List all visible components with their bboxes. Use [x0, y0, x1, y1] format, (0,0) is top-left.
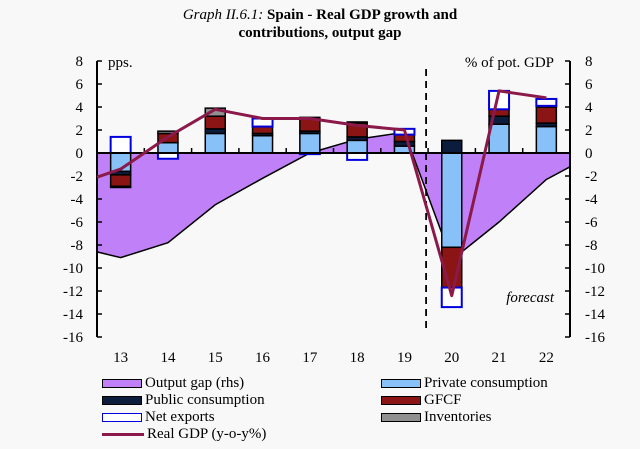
right-y-tick-label: 6	[585, 77, 593, 93]
bar-net-exports-20	[440, 286, 463, 309]
bar-private-consumption-18	[346, 139, 368, 154]
bar-gfcf-19	[393, 133, 416, 143]
bar-private-consumption-15	[204, 132, 226, 154]
legend-item-public-consumption: Public consumption	[102, 392, 265, 409]
legend-swatch-real-gdp	[102, 433, 144, 436]
bar-private-consumption-14	[157, 141, 179, 154]
bar-net-exports-22	[535, 97, 558, 107]
bar-net-exports-18	[346, 152, 369, 161]
right-y-tick-label: 2	[585, 123, 593, 139]
right-y-tick-label: 4	[585, 100, 593, 116]
legend-label: Private consumption	[424, 375, 548, 391]
left-y-tick-label: -12	[63, 284, 83, 300]
chart-title-line2: contributions, output gap	[238, 25, 402, 41]
bar-private-consumption-20	[441, 152, 463, 249]
legend-label: GFCF	[424, 392, 462, 408]
bar-gfcf-13	[109, 174, 132, 188]
x-tick-label: 17	[302, 350, 318, 366]
x-tick-label: 15	[208, 350, 223, 366]
bar-gfcf-16	[251, 125, 274, 135]
right-y-tick-label: 8	[585, 54, 593, 70]
bar-public-consumption-20	[441, 139, 463, 154]
legend-item-net-exports: Net exports	[102, 409, 215, 426]
legend-item-real-gdp: Real GDP (y-o-y%)	[102, 426, 266, 443]
forecast-annotation: forecast	[506, 290, 555, 306]
legend-item-inventories: Inventories	[381, 409, 491, 426]
right-y-tick-label: 0	[585, 146, 593, 162]
bar-net-exports-13	[109, 135, 132, 154]
left-y-tick-label: -2	[71, 169, 84, 185]
chart-title-line1: Graph II.6.1: Spain - Real GDP growth an…	[0, 6, 640, 24]
left-y-tick-label: -16	[63, 330, 83, 346]
legend-item-output-gap: Output gap (rhs)	[102, 375, 244, 392]
right-y-tick-label: -2	[585, 169, 598, 185]
bar-gfcf-22	[535, 106, 558, 124]
bar-inventories-13	[109, 185, 132, 189]
right-y-tick-label: -6	[585, 215, 598, 231]
left-y-tick-label: -14	[63, 307, 83, 323]
chart-title-prefix: Graph II.6.1:	[182, 7, 264, 23]
left-y-tick-label: 8	[76, 54, 84, 70]
x-tick-label: 20	[444, 350, 459, 366]
real-gdp-line	[96, 89, 547, 298]
legend-item-private-consumption: Private consumption	[381, 375, 548, 392]
x-tick-label: 22	[539, 350, 554, 366]
bar-gfcf-15	[204, 115, 226, 130]
bar-private-consumption-16	[251, 135, 274, 154]
legend-swatch-output-gap	[102, 379, 142, 388]
left-y-tick-label: 2	[76, 123, 84, 139]
x-tick-label: 16	[255, 350, 271, 366]
bar-private-consumption-22	[535, 125, 558, 154]
left-y-tick-label: 0	[76, 146, 84, 162]
left-y-tick-label: -10	[63, 261, 83, 277]
left-y-tick-label: -6	[71, 215, 84, 231]
x-tick-label: 14	[160, 350, 176, 366]
legend-label: Net exports	[145, 409, 215, 425]
right-y-tick-label: -16	[585, 330, 605, 346]
left-y-tick-label: -8	[71, 238, 84, 254]
legend-swatch-net-exports	[102, 413, 142, 422]
left-axis-unit-label: pps.	[108, 55, 133, 71]
bar-private-consumption-21	[488, 123, 510, 154]
right-y-tick-label: -14	[585, 307, 605, 323]
legend-label: Public consumption	[145, 392, 265, 408]
legend-label: Real GDP (y-o-y%)	[147, 426, 267, 442]
x-tick-label: 21	[492, 350, 507, 366]
right-axis-unit-label: % of pot. GDP	[465, 55, 554, 71]
legend-swatch-private-consumption	[381, 379, 421, 388]
right-y-tick-label: -10	[585, 261, 605, 277]
left-y-tick-label: -4	[71, 192, 84, 208]
right-y-tick-label: -12	[585, 284, 605, 300]
legend-swatch-gfcf	[381, 396, 421, 405]
x-tick-label: 19	[397, 350, 412, 366]
x-tick-label: 18	[350, 350, 365, 366]
left-y-tick-label: 6	[76, 77, 84, 93]
legend-swatch-public-consumption	[102, 396, 142, 405]
legend-item-gfcf: GFCF	[381, 392, 462, 409]
right-y-tick-label: -4	[585, 192, 598, 208]
x-tick-label: 13	[113, 350, 128, 366]
chart-title-main: Spain - Real GDP growth and	[266, 7, 458, 23]
bar-private-consumption-17	[299, 132, 321, 154]
output-gap-line	[96, 131, 571, 262]
left-y-tick-label: 4	[76, 100, 84, 116]
legend-label: Inventories	[424, 409, 492, 425]
right-y-tick-label: -8	[585, 238, 598, 254]
legend-label: Output gap (rhs)	[145, 375, 245, 391]
legend-swatch-inventories	[381, 413, 421, 422]
